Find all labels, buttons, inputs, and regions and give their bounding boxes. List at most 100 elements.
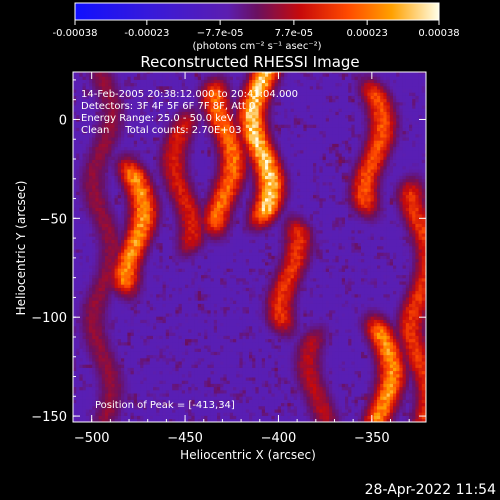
heatmap-cell bbox=[82, 194, 87, 199]
heatmap-cell bbox=[143, 162, 147, 167]
heatmap-cell bbox=[82, 108, 87, 112]
heatmap-cell bbox=[185, 220, 189, 224]
heatmap-cell bbox=[76, 415, 80, 420]
heatmap-cell bbox=[130, 278, 135, 282]
heatmap-cell bbox=[185, 214, 189, 218]
heatmap-cell bbox=[127, 79, 131, 84]
heatmap-cell bbox=[92, 313, 96, 317]
heatmap-cell bbox=[165, 143, 170, 148]
heatmap-cell bbox=[98, 415, 103, 420]
heatmap-cell bbox=[175, 230, 179, 234]
heatmap-cell bbox=[143, 217, 147, 221]
heatmap-cell bbox=[101, 409, 106, 413]
heatmap-cell bbox=[207, 72, 211, 74]
heatmap-cell bbox=[108, 159, 112, 164]
heatmap-cell bbox=[121, 166, 125, 170]
heatmap-cell bbox=[108, 354, 112, 359]
heatmap-cell bbox=[181, 358, 186, 362]
heatmap-cell bbox=[105, 105, 109, 109]
heatmap-cell bbox=[114, 345, 119, 349]
heatmap-cell bbox=[146, 386, 151, 391]
heatmap-cell bbox=[121, 332, 125, 336]
heatmap-cell bbox=[73, 406, 77, 410]
heatmap-cell bbox=[185, 335, 189, 340]
heatmap-cell bbox=[201, 236, 205, 240]
heatmap-cell bbox=[169, 252, 173, 256]
heatmap-cell bbox=[111, 73, 115, 77]
heatmap-cell bbox=[124, 242, 128, 247]
heatmap-cell bbox=[121, 236, 125, 240]
heatmap-cell bbox=[73, 262, 77, 266]
heatmap-cell bbox=[137, 124, 141, 128]
heatmap-cell bbox=[191, 130, 195, 135]
heatmap-cell bbox=[194, 108, 199, 112]
heatmap-cell bbox=[101, 79, 106, 84]
heatmap-cell bbox=[98, 134, 103, 138]
heatmap-cell bbox=[143, 345, 147, 349]
heatmap-cell bbox=[188, 396, 192, 400]
heatmap-cell bbox=[95, 185, 99, 189]
heatmap-cell bbox=[149, 271, 154, 276]
heatmap-cell bbox=[85, 284, 90, 288]
heatmap-cell bbox=[159, 95, 163, 100]
heatmap-cell bbox=[140, 386, 144, 391]
heatmap-cell bbox=[169, 338, 173, 343]
heatmap-cell bbox=[117, 326, 122, 330]
heatmap-cell bbox=[130, 134, 135, 138]
heatmap-cell bbox=[149, 326, 154, 330]
heatmap-cell bbox=[185, 348, 189, 352]
heatmap-cell bbox=[149, 418, 154, 422]
heatmap-cell bbox=[194, 169, 199, 173]
heatmap-cell bbox=[159, 418, 163, 422]
heatmap-cell bbox=[85, 319, 90, 324]
heatmap-cell bbox=[178, 182, 183, 186]
heatmap-cell bbox=[137, 134, 141, 138]
heatmap-cell bbox=[130, 370, 135, 375]
heatmap-cell bbox=[169, 239, 173, 244]
heatmap-cell bbox=[82, 268, 87, 272]
heatmap-cell bbox=[98, 194, 103, 199]
heatmap-cell bbox=[101, 335, 106, 340]
heatmap-cell bbox=[204, 290, 208, 295]
heatmap-cell bbox=[204, 220, 208, 224]
heatmap-cell bbox=[79, 383, 83, 388]
heatmap-cell bbox=[121, 313, 125, 317]
heatmap-cell bbox=[73, 121, 77, 125]
heatmap-cell bbox=[169, 159, 173, 164]
heatmap-cell bbox=[204, 399, 208, 404]
heatmap-cell bbox=[210, 98, 215, 103]
heatmap-cell bbox=[133, 265, 138, 269]
heatmap-cell bbox=[76, 380, 80, 384]
heatmap-cell bbox=[140, 166, 144, 170]
heatmap-cell bbox=[92, 374, 96, 378]
heatmap-cell bbox=[82, 239, 87, 244]
heatmap-cell bbox=[172, 191, 176, 196]
heatmap-cell bbox=[201, 326, 205, 330]
heatmap-cell bbox=[114, 316, 119, 320]
heatmap-cell bbox=[130, 198, 135, 202]
heatmap-cell bbox=[159, 354, 163, 359]
heatmap-cell bbox=[149, 310, 154, 314]
heatmap-cell bbox=[191, 383, 195, 388]
heatmap-cell bbox=[92, 303, 96, 308]
heatmap-cell bbox=[201, 351, 205, 356]
heatmap-cell bbox=[159, 137, 163, 141]
heatmap-cell bbox=[172, 268, 176, 272]
heatmap-cell bbox=[181, 92, 186, 96]
heatmap-cell bbox=[105, 191, 109, 196]
heatmap-cell bbox=[82, 278, 87, 282]
heatmap-cell bbox=[108, 319, 112, 324]
heatmap-cell bbox=[191, 278, 195, 282]
heatmap-cell bbox=[210, 185, 215, 189]
heatmap-cell bbox=[178, 287, 183, 292]
heatmap-cell bbox=[201, 226, 205, 231]
heatmap-cell bbox=[201, 172, 205, 176]
heatmap-cell bbox=[114, 82, 119, 87]
heatmap-cell bbox=[121, 73, 125, 77]
heatmap-cell bbox=[210, 399, 215, 404]
heatmap-cell bbox=[111, 287, 115, 292]
heatmap-cell bbox=[143, 249, 147, 253]
heatmap-cell bbox=[197, 342, 202, 346]
heatmap-cell bbox=[137, 380, 141, 384]
heatmap-cell bbox=[156, 226, 160, 231]
